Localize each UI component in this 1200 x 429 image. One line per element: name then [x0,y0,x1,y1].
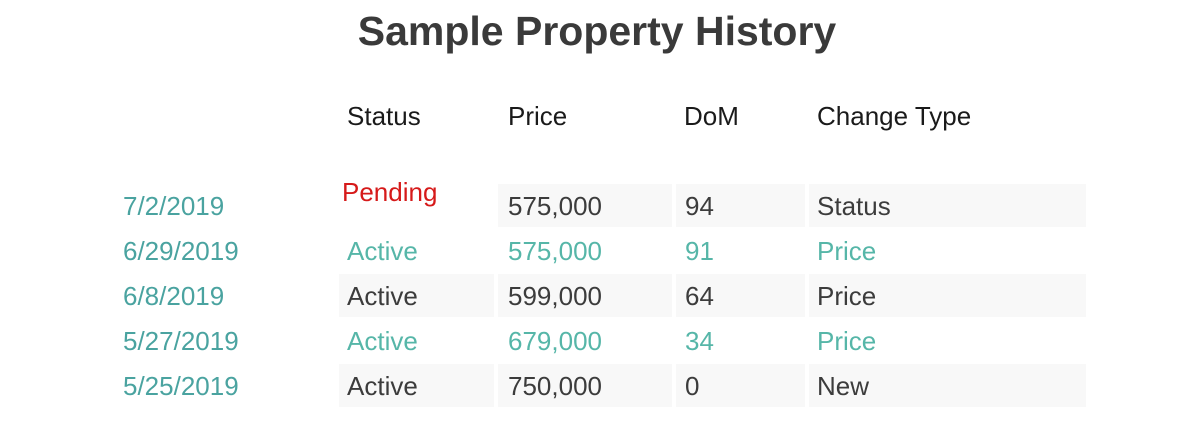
cell-bg [676,229,805,272]
row-date: 6/29/2019 [123,236,239,266]
row-price: 750,000 [508,371,602,401]
table-row: 7/2/2019 Pending 575,000 94 Status [0,177,1200,227]
row-date: 7/2/2019 [123,191,225,221]
cell-bg [339,319,494,362]
cell-bg [809,274,1086,317]
row-dom: 91 [685,236,714,266]
table-row: 5/25/2019 Active 750,000 0 New [0,364,1200,407]
cell-bg [676,364,805,407]
row-change-type: Price [817,236,877,266]
cell-bg [676,319,805,362]
header-dom: DoM [684,101,739,131]
row-dom: 64 [685,281,714,311]
row-dom: 0 [685,371,700,401]
table-row: 6/8/2019 Active 599,000 64 Price [0,274,1200,317]
row-status: Active [347,281,418,311]
row-change-type: New [817,371,870,401]
row-price: 575,000 [508,191,602,221]
row-date: 5/25/2019 [123,371,239,401]
row-price: 599,000 [508,281,602,311]
row-change-type: Price [817,326,877,356]
row-change-type: Price [817,281,877,311]
row-status: Active [347,326,418,356]
cell-bg [676,274,805,317]
cell-bg [809,319,1086,362]
row-date: 6/8/2019 [123,281,225,311]
row-price: 575,000 [508,236,602,266]
table-row: 6/29/2019 Active 575,000 91 Price [0,229,1200,272]
cell-bg [809,229,1086,272]
header-status: Status [347,101,421,131]
header-change-type: Change Type [817,101,972,131]
cell-bg [809,184,1086,227]
row-price: 679,000 [508,326,602,356]
cell-bg [339,364,494,407]
row-dom: 94 [685,191,714,221]
cell-bg [498,364,672,407]
row-dom: 34 [685,326,714,356]
row-change-type: Status [817,191,891,221]
row-status: Active [347,236,418,266]
cell-bg [498,229,672,272]
header-price: Price [508,101,568,131]
cell-bg [809,364,1086,407]
row-status: Active [347,371,418,401]
cell-bg [339,274,494,317]
row-status: Pending [342,177,438,207]
cell-bg [676,184,805,227]
page-title: Sample Property History [357,8,837,54]
cell-bg [498,319,672,362]
row-date: 5/27/2019 [123,326,239,356]
cell-bg [339,229,494,272]
table-row: 5/27/2019 Active 679,000 34 Price [0,319,1200,362]
cell-bg [498,184,672,227]
cell-bg [498,274,672,317]
